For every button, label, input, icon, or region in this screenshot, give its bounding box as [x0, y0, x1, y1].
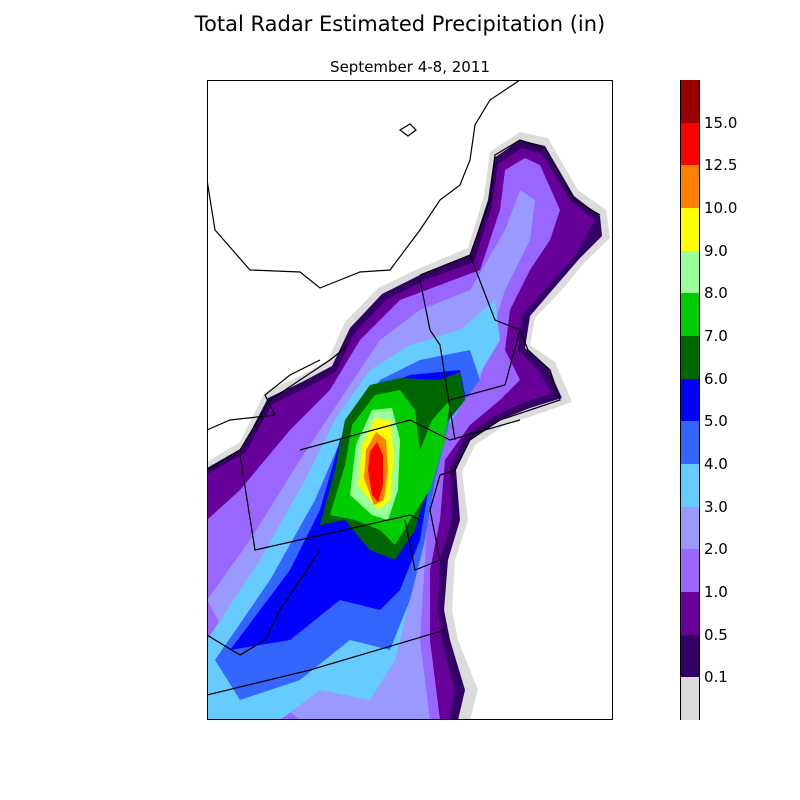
colorbar-bin [681, 421, 699, 464]
map-subtitle: September 4-8, 2011 [330, 58, 490, 76]
colorbar-tick-label: 1.0 [704, 583, 728, 601]
colorbar-bin [681, 336, 699, 379]
colorbar-bin [681, 208, 699, 251]
colorbar-bin [681, 634, 699, 678]
colorbar-tick-label: 7.0 [704, 327, 728, 345]
colorbar-bin [681, 250, 699, 294]
colorbar-tick-label: 2.0 [704, 540, 728, 559]
colorbar-tick-label: 3.0 [704, 497, 728, 516]
colorbar-bin [681, 80, 699, 123]
colorbar-tick-label: 8.0 [704, 284, 728, 303]
map-frame [207, 80, 613, 720]
colorbar-bin [681, 293, 699, 336]
colorbar-bin [681, 122, 699, 166]
colorbar-bin [681, 592, 699, 635]
colorbar-bin [681, 677, 699, 720]
coastlines-and-borders [207, 80, 601, 696]
colorbar-tick-label: 5.0 [704, 412, 728, 431]
precip-12-5 [368, 442, 383, 502]
figure-title: Total Radar Estimated Precipitation (in) [194, 12, 606, 36]
colorbar-tick-label: 9.0 [704, 241, 728, 260]
colorbar-bin [681, 378, 699, 422]
colorbar-tick-label: 12.5 [704, 156, 738, 175]
colorbar-tick-label: 6.0 [704, 369, 728, 388]
colorbar-bin [681, 464, 699, 507]
colorbar-tick-label: 0.5 [704, 625, 728, 644]
colorbar-bin [681, 506, 699, 550]
precipitation-map [207, 80, 613, 720]
colorbar-tick-label: 0.1 [704, 668, 728, 687]
colorbar-bin [681, 549, 699, 592]
colorbar-tick-label: 4.0 [704, 455, 728, 473]
colorbar [680, 80, 700, 720]
colorbar-tick-label: 10.0 [704, 199, 738, 217]
colorbar-bin [681, 165, 699, 208]
colorbar-tick-label: 15.0 [704, 113, 738, 132]
